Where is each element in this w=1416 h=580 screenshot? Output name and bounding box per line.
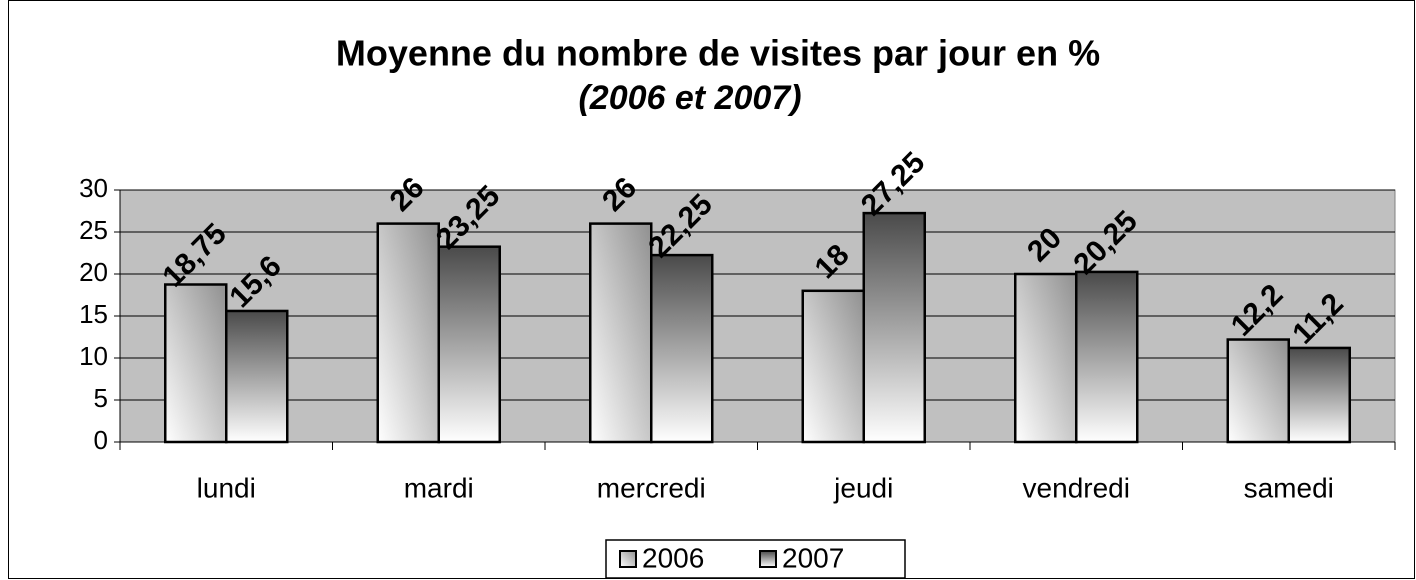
y-tick-label: 15	[79, 299, 108, 329]
bar	[437, 245, 501, 444]
bar	[164, 283, 228, 444]
bar	[1075, 270, 1139, 444]
bar	[1287, 346, 1351, 444]
x-tick-label: mardi	[404, 472, 474, 503]
bar	[801, 289, 865, 444]
legend-label: 2007	[782, 542, 844, 573]
x-tick-label: lundi	[197, 472, 256, 503]
legend-label: 2006	[642, 542, 704, 573]
x-tick-label: jeudi	[833, 472, 893, 503]
legend-swatch	[759, 550, 777, 568]
bar	[225, 309, 289, 444]
x-tick-label: vendredi	[1023, 472, 1130, 503]
legend-box	[605, 539, 906, 579]
x-tick-label: samedi	[1244, 472, 1334, 503]
y-tick-label: 25	[79, 215, 108, 245]
bar	[589, 222, 653, 444]
y-tick-label: 30	[79, 173, 108, 203]
y-tick-label: 10	[79, 341, 108, 371]
y-tick-label: 0	[94, 425, 108, 455]
chart-title: Moyenne du nombre de visites par jour en…	[336, 33, 1100, 74]
bar	[1014, 272, 1078, 444]
chart-subtitle: (2006 et 2007)	[578, 79, 801, 117]
bar	[650, 253, 714, 444]
y-tick-label: 5	[94, 383, 108, 413]
bar	[1226, 338, 1290, 444]
legend-swatch	[619, 550, 637, 568]
bar	[376, 222, 440, 444]
bar	[862, 211, 926, 444]
y-tick-label: 20	[79, 257, 108, 287]
x-tick-label: mercredi	[597, 472, 706, 503]
